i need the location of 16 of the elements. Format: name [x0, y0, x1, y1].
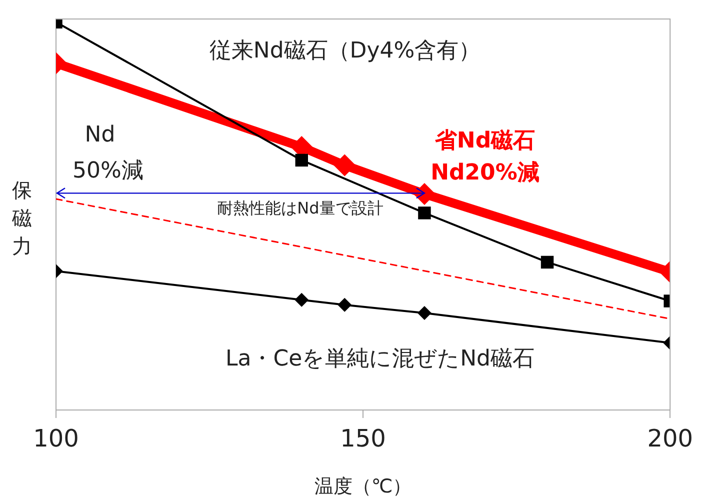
x-tick-label: 150	[340, 424, 386, 453]
point	[294, 292, 309, 307]
x-axis-title: 温度（℃）	[314, 476, 412, 498]
point	[334, 154, 356, 176]
x-tick-label: 100	[33, 424, 79, 453]
point	[295, 154, 308, 167]
point	[338, 298, 352, 312]
series-label: 従来Nd磁石（Dy4%含有）	[209, 38, 481, 64]
series-label: La・Ceを単純に混ぜたNd磁石	[225, 346, 535, 372]
x-tick-label: 200	[647, 424, 693, 453]
point	[417, 306, 432, 320]
series-label: 省Nd磁石 Nd20%減	[430, 128, 540, 186]
annotation: Nd 50%減	[72, 122, 144, 184]
point	[418, 206, 431, 220]
annotation: 耐熱性能はNd量で設計	[217, 198, 384, 218]
y-axis-title: 保磁力	[11, 177, 33, 260]
